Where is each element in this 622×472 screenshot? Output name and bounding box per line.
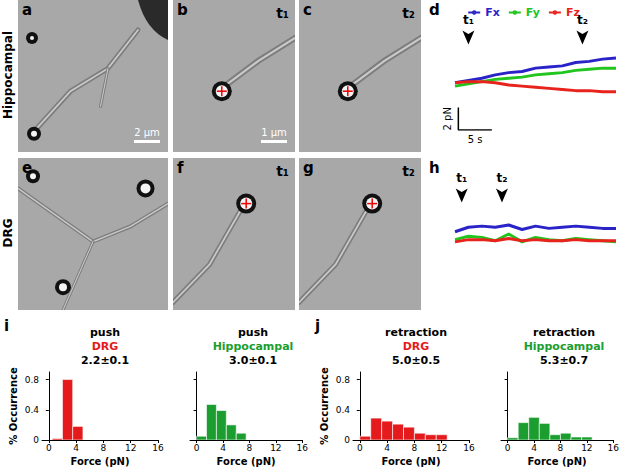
svg-text:3.0±0.1: 3.0±0.1 [229, 354, 277, 367]
svg-text:Force (pN): Force (pN) [70, 456, 129, 467]
svg-text:push: push [90, 326, 120, 339]
html-text:d: d [429, 1, 440, 19]
svg-text:12: 12 [436, 443, 447, 453]
svg-text:Hippocampal: Hippocampal [213, 340, 294, 353]
svg-text:1 μm: 1 μm [261, 127, 287, 138]
svg-text:DRG: DRG [403, 340, 430, 353]
svg-text:8: 8 [558, 443, 564, 453]
svg-text:0: 0 [344, 435, 350, 445]
svg-text:5.3±0.7: 5.3±0.7 [540, 354, 588, 367]
svg-text:0.4: 0.4 [336, 405, 351, 415]
svg-text:5 s: 5 s [468, 134, 483, 145]
svg-text:16: 16 [608, 443, 620, 453]
svg-text:retraction: retraction [385, 326, 447, 339]
svg-text:0: 0 [194, 443, 200, 453]
svg-text:8: 8 [101, 443, 107, 453]
svg-text:t₁: t₁ [456, 171, 467, 185]
svg-text:0.8: 0.8 [336, 375, 351, 385]
svg-text:4: 4 [220, 443, 226, 453]
svg-text:0.8: 0.8 [25, 375, 40, 385]
html-text:b: b [177, 1, 188, 19]
svg-text:Force (pN): Force (pN) [217, 456, 276, 467]
svg-text:t₁: t₁ [463, 13, 474, 27]
svg-text:Force (pN): Force (pN) [381, 456, 440, 467]
html-text:g: g [303, 159, 314, 177]
svg-text:retraction: retraction [533, 326, 595, 339]
svg-text:% Occurrence: % Occurrence [8, 367, 19, 445]
svg-text:Fy: Fy [526, 6, 540, 19]
html-text:e: e [22, 159, 33, 177]
svg-text:2 μm: 2 μm [134, 127, 160, 138]
svg-text:t₁: t₁ [276, 5, 289, 21]
html-text:i: i [4, 317, 10, 335]
svg-text:4: 4 [531, 443, 537, 453]
svg-text:push: push [238, 326, 268, 339]
html-text:f: f [177, 159, 184, 177]
svg-text:Hippocampal: Hippocampal [524, 340, 605, 353]
svg-text:% Occurrence: % Occurrence [319, 367, 330, 445]
svg-text:0: 0 [505, 443, 511, 453]
svg-text:0.4: 0.4 [25, 405, 40, 415]
svg-text:Fz: Fz [565, 6, 580, 19]
html-text:Hippocampal: Hippocampal [1, 31, 15, 120]
svg-text:4: 4 [384, 443, 390, 453]
svg-text:t₂: t₂ [496, 171, 507, 185]
svg-text:12: 12 [581, 443, 592, 453]
svg-text:Force (pN): Force (pN) [528, 456, 587, 467]
html-text:j: j [315, 317, 321, 335]
svg-text:t₂: t₂ [402, 5, 415, 21]
svg-text:0: 0 [46, 443, 52, 453]
svg-text:16: 16 [152, 443, 164, 453]
html-text:h: h [429, 159, 440, 177]
svg-text:t₂: t₂ [402, 163, 415, 179]
html-text:DRG: DRG [1, 218, 15, 248]
svg-text:2.2±0.1: 2.2±0.1 [81, 354, 129, 367]
svg-text:12: 12 [125, 443, 136, 453]
svg-text:t₂: t₂ [577, 13, 588, 27]
svg-text:8: 8 [412, 443, 418, 453]
svg-text:t₁: t₁ [276, 163, 289, 179]
svg-text:Fx: Fx [485, 6, 500, 19]
svg-text:16: 16 [297, 443, 309, 453]
svg-text:DRG: DRG [92, 340, 119, 353]
html-text:a: a [22, 1, 33, 19]
html-text:c: c [303, 1, 312, 19]
svg-text:2 pN: 2 pN [442, 107, 453, 130]
svg-text:8: 8 [247, 443, 253, 453]
svg-text:0: 0 [33, 435, 39, 445]
svg-text:5.0±0.5: 5.0±0.5 [392, 354, 440, 367]
svg-text:16: 16 [463, 443, 475, 453]
svg-text:0: 0 [357, 443, 363, 453]
svg-text:12: 12 [270, 443, 281, 453]
svg-text:4: 4 [73, 443, 79, 453]
